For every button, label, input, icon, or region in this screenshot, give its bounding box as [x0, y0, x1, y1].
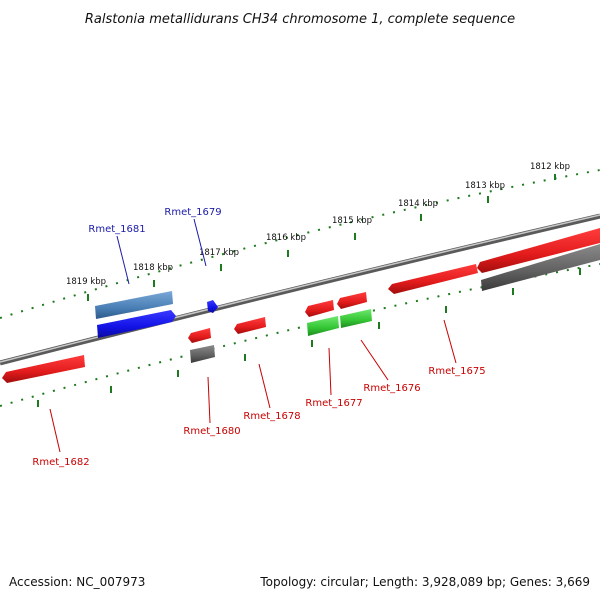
genome-summary-text: Topology: circular; Length: 3,928,089 bp…: [259, 575, 590, 589]
gene-rmet-1679[interactable]: [207, 300, 218, 313]
scale-label-1816: 1816 kbp: [266, 233, 306, 243]
inner-major-ticks: [37, 268, 581, 407]
gene-rmet-1675b-forward[interactable]: [477, 228, 600, 273]
leader-rmet-1682: [49, 408, 61, 453]
gene-rmet-1681-steel[interactable]: [95, 291, 173, 319]
gene-rmet-1680-forward[interactable]: [188, 328, 211, 343]
accession-text: Accession: NC_007973: [9, 575, 145, 589]
scale-label-1819: 1819 kbp: [66, 277, 106, 287]
outer-scale-track: [0, 169, 600, 319]
chromosome-backbone: [0, 213, 600, 366]
leader-rmet-1679: [193, 218, 207, 267]
label-rmet-1678[interactable]: Rmet_1678: [243, 411, 300, 422]
chromosome-backbone-highlight: [0, 214, 600, 363]
leader-rmet-1675: [443, 319, 457, 364]
gene-rmet-1676-green[interactable]: [340, 309, 372, 328]
gene-rmet-1675-forward[interactable]: [388, 264, 478, 294]
leader-rmet-1681: [116, 235, 130, 285]
leader-rmet-1677: [328, 347, 332, 396]
gene-rmet-1681-blue[interactable]: [97, 310, 176, 338]
label-rmet-1677[interactable]: Rmet_1677: [305, 398, 362, 409]
gene-rmet-1682-forward[interactable]: [2, 355, 85, 383]
gene-rmet-1676-forward[interactable]: [337, 292, 367, 309]
outer-major-ticks: [87, 174, 556, 301]
scale-label-1814: 1814 kbp: [398, 199, 438, 209]
gene-rmet-1677-green[interactable]: [307, 316, 339, 336]
label-rmet-1681[interactable]: Rmet_1681: [88, 224, 145, 235]
label-rmet-1675[interactable]: Rmet_1675: [428, 366, 485, 377]
label-leaders: [49, 218, 457, 453]
gene-rmet-1678-forward[interactable]: [234, 317, 266, 334]
gene-rmet-1675-gray[interactable]: [481, 244, 600, 291]
scale-label-1815: 1815 kbp: [332, 216, 372, 226]
scale-label-1812: 1812 kbp: [530, 162, 570, 172]
scale-label-1813: 1813 kbp: [465, 181, 505, 191]
scale-label-1818: 1818 kbp: [133, 263, 173, 273]
gene-rmet-1677-forward[interactable]: [305, 300, 334, 317]
leader-rmet-1676: [360, 339, 389, 381]
scale-label-1817: 1817 kbp: [199, 248, 239, 258]
leader-rmet-1680: [207, 376, 211, 424]
label-rmet-1676[interactable]: Rmet_1676: [363, 383, 420, 394]
gene-rmet-1680-gray[interactable]: [190, 345, 215, 363]
map-title: Ralstonia metallidurans CH34 chromosome …: [85, 12, 515, 27]
leader-rmet-1678: [258, 363, 271, 409]
label-rmet-1679[interactable]: Rmet_1679: [164, 207, 221, 218]
label-rmet-1682[interactable]: Rmet_1682: [32, 457, 89, 468]
label-rmet-1680[interactable]: Rmet_1680: [183, 426, 240, 437]
